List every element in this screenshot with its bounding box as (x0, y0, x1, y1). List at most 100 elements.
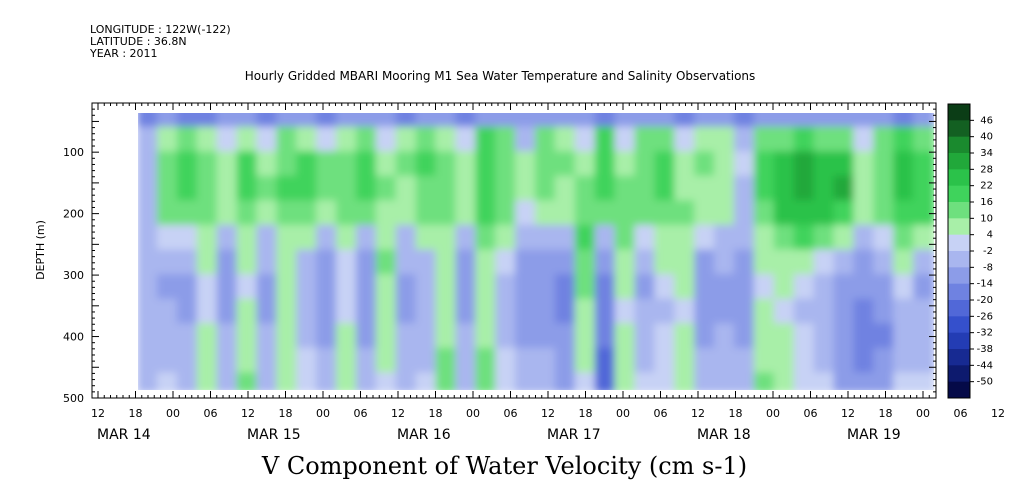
heatmap-cell (296, 151, 319, 178)
heatmap-cell (893, 249, 916, 277)
x-tick-label: 18 (729, 407, 743, 420)
heatmap-cell (435, 298, 458, 326)
heatmap-cell (395, 224, 418, 252)
heatmap-cell (674, 175, 697, 203)
heatmap-cell (176, 249, 199, 277)
year-label: YEAR : 2011 (90, 47, 158, 60)
heatmap-cell (336, 113, 358, 129)
heatmap-cell (574, 274, 597, 301)
heatmap-cell (594, 347, 617, 375)
heatmap-cell (913, 224, 934, 252)
heatmap-cell (674, 126, 697, 154)
heatmap-cell (515, 347, 537, 375)
heatmap-cell (694, 274, 717, 301)
heatmap-cell (614, 126, 637, 154)
heatmap-cell (156, 151, 179, 178)
heatmap-cell (554, 323, 577, 350)
heatmap-cell (873, 347, 896, 375)
heatmap-cell (833, 347, 856, 375)
heatmap-cell (435, 224, 458, 252)
day-label: MAR 17 (547, 427, 601, 443)
x-tick-label: 06 (504, 407, 518, 420)
heatmap-cell (515, 151, 537, 178)
heatmap-cell (594, 113, 617, 129)
y-tick-label: 200 (63, 208, 84, 221)
heatmap-cell (256, 200, 279, 227)
colorbar-swatch (948, 153, 970, 170)
heatmap-cell (276, 113, 299, 129)
heatmap-cell (594, 372, 617, 390)
heatmap-cell (833, 151, 856, 178)
heatmap-cell (435, 151, 458, 178)
y-tick-label: 500 (63, 392, 84, 405)
x-tick-label: 00 (466, 407, 480, 420)
heatmap-cell (156, 347, 179, 375)
heatmap-cell (455, 323, 478, 350)
heatmap-cell (913, 126, 934, 154)
heatmap-cell (196, 151, 219, 178)
heatmap-cell (276, 200, 299, 227)
heatmap-cell (276, 224, 299, 252)
heatmap-cell (455, 113, 478, 129)
heatmap-cell (495, 347, 518, 375)
heatmap-cell (793, 224, 816, 252)
heatmap-cell (773, 298, 796, 326)
heatmap-cell (913, 113, 934, 129)
heatmap-cell (753, 298, 776, 326)
heatmap-cell (614, 224, 637, 252)
heatmap-cell (196, 126, 219, 154)
heatmap-cell (455, 249, 478, 277)
heatmap-cell (336, 175, 358, 203)
heatmap-cell (435, 372, 458, 390)
heatmap-cell (773, 151, 796, 178)
heatmap-cell (554, 372, 577, 390)
heatmap-cell (316, 249, 338, 277)
heatmap-cell (674, 224, 697, 252)
heatmap-cell (296, 323, 319, 350)
heatmap-cell (375, 298, 398, 326)
heatmap-cell (296, 249, 319, 277)
x-tick-label: 12 (241, 407, 255, 420)
heatmap-cell (654, 200, 677, 227)
heatmap-cell (535, 113, 557, 129)
heatmap-cell (138, 224, 159, 252)
heatmap-cell (435, 249, 458, 277)
heatmap-cell (734, 372, 756, 390)
heatmap-cell (435, 126, 458, 154)
heatmap-cell (893, 151, 916, 178)
x-tick-label: 00 (166, 407, 180, 420)
heatmap-cell (455, 274, 478, 301)
heatmap-cells (138, 113, 934, 390)
heatmap-cell (574, 224, 597, 252)
heatmap-cell (435, 323, 458, 350)
heatmap-cell (395, 151, 418, 178)
heatmap-cell (773, 249, 796, 277)
heatmap-cell (395, 323, 418, 350)
heatmap-cell (336, 224, 358, 252)
heatmap-cell (714, 249, 736, 277)
heatmap-cell (654, 175, 677, 203)
heatmap-cell (654, 372, 677, 390)
colorbar-label: -8 (983, 262, 993, 273)
heatmap-cell (316, 200, 338, 227)
heatmap-cell (256, 175, 279, 203)
heatmap-cell (176, 347, 199, 375)
heatmap-cell (594, 200, 617, 227)
heatmap-cell (296, 113, 319, 129)
heatmap-cell (336, 323, 358, 350)
heatmap-cell (813, 347, 836, 375)
heatmap-cell (753, 113, 776, 129)
heatmap-cell (515, 249, 537, 277)
heatmap-cell (475, 126, 498, 154)
heatmap-cell (714, 175, 736, 203)
heatmap-cell (395, 113, 418, 129)
heatmap-cell (156, 200, 179, 227)
heatmap-cell (296, 372, 319, 390)
heatmap-cell (455, 347, 478, 375)
heatmap-cell (336, 298, 358, 326)
heatmap-cell (355, 249, 378, 277)
heatmap-cell (455, 200, 478, 227)
heatmap-cell (813, 200, 836, 227)
heatmap-cell (634, 372, 657, 390)
heatmap-cell (395, 298, 418, 326)
